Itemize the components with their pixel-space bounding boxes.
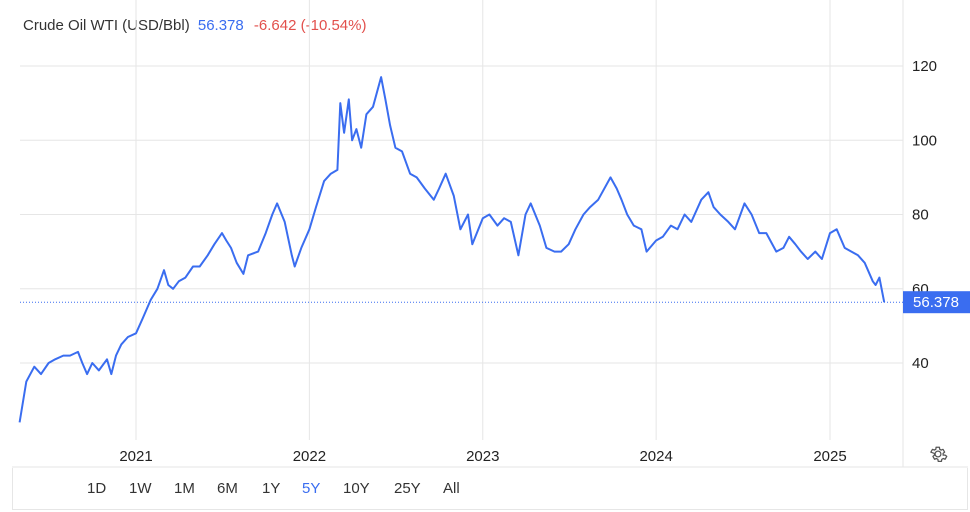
y-tick-label: 40 — [912, 355, 929, 372]
x-tick-label: 2024 — [639, 448, 672, 465]
last-value-tag-background — [903, 291, 970, 314]
x-tick-label: 2023 — [466, 448, 499, 465]
range-button-all[interactable]: All — [443, 480, 460, 497]
range-button-1m[interactable]: 1M — [174, 480, 195, 497]
gear-icon[interactable] — [928, 444, 948, 464]
last-value-tag-label: 56.378 — [913, 294, 959, 311]
y-tick-label: 80 — [912, 207, 929, 224]
x-axis: 2021 2022 2023 2024 2025 — [119, 448, 846, 465]
grid — [20, 0, 903, 440]
range-selector: 1D 1W 1M 6M 1Y 5Y 10Y 25Y All — [12, 468, 968, 510]
range-button-1d[interactable]: 1D — [87, 480, 107, 497]
range-button-1y[interactable]: 1Y — [262, 480, 281, 497]
current-price: 56.378 — [197, 17, 244, 34]
range-button-5y[interactable]: 5Y — [302, 480, 321, 497]
x-tick-label: 2022 — [293, 448, 326, 465]
range-button-6m[interactable]: 6M — [217, 480, 238, 497]
y-tick-label: 120 — [912, 58, 937, 75]
instrument-name: Crude Oil WTI (USD/Bbl) — [23, 17, 190, 34]
chart-header: Crude Oil WTI (USD/Bbl) 56.378 -6.642 (-… — [23, 17, 366, 34]
last-value-tag: 56.378 — [903, 291, 970, 314]
y-tick-label: 100 — [912, 132, 937, 149]
range-button-1w[interactable]: 1W — [129, 480, 152, 497]
range-button-25y[interactable]: 25Y — [394, 480, 421, 497]
x-tick-label: 2021 — [119, 448, 152, 465]
price-change: -6.642 (-10.54%) — [253, 17, 367, 34]
price-series-line — [18, 76, 886, 423]
range-button-10y[interactable]: 10Y — [343, 480, 370, 497]
x-tick-label: 2025 — [813, 448, 846, 465]
